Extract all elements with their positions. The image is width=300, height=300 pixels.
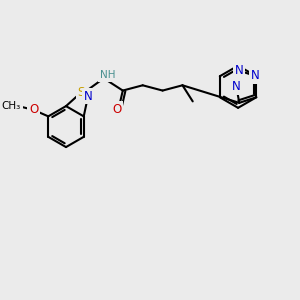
Text: O: O bbox=[112, 103, 122, 116]
Text: N: N bbox=[232, 80, 241, 93]
Text: N: N bbox=[235, 64, 244, 77]
Text: NH: NH bbox=[100, 70, 115, 80]
Text: CH₃: CH₃ bbox=[2, 101, 21, 111]
Text: S: S bbox=[77, 86, 85, 99]
Text: O: O bbox=[29, 103, 38, 116]
Text: N: N bbox=[250, 69, 259, 82]
Text: N: N bbox=[84, 90, 92, 103]
